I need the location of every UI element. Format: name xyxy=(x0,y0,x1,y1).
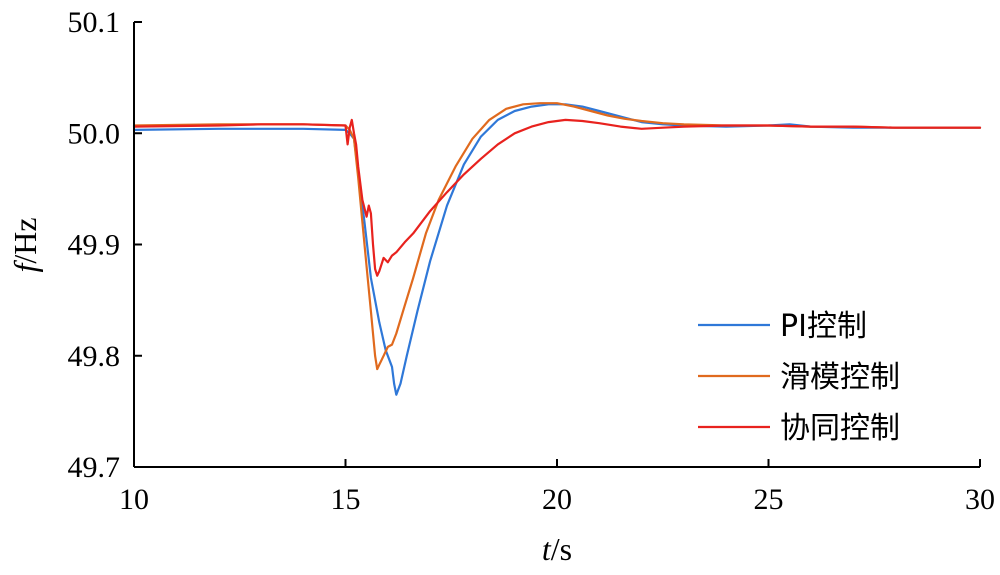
y-tick-label: 49.9 xyxy=(68,229,121,262)
x-ticks: 10 15 20 25 30 xyxy=(119,459,995,516)
series-line-pi xyxy=(132,103,982,396)
x-tick-label: 20 xyxy=(542,483,572,516)
axes xyxy=(133,22,980,468)
y-tick-label: 49.8 xyxy=(68,340,121,373)
legend-label-cooperative: 协同控制 xyxy=(780,411,900,446)
series-line-sliding-mode xyxy=(132,102,982,371)
y-tick-label: 50.0 xyxy=(68,117,121,150)
series-line-cooperative xyxy=(132,118,982,277)
y-tick-label: 49.7 xyxy=(68,451,121,484)
y-axis-title: f/Hz xyxy=(7,217,43,272)
x-tick-label: 10 xyxy=(119,483,149,516)
legend: PI控制 滑模控制 协同控制 xyxy=(698,309,900,446)
x-tick-label: 15 xyxy=(331,483,361,516)
legend-label-pi: PI控制 xyxy=(780,309,867,344)
x-tick-label: 30 xyxy=(965,483,995,516)
y-ticks: 49.7 49.8 49.9 50.0 50.1 xyxy=(68,6,142,484)
y-tick-label: 50.1 xyxy=(68,6,121,39)
series-layer xyxy=(132,102,982,396)
x-axis-title: t/s xyxy=(542,531,572,567)
x-tick-label: 25 xyxy=(754,483,784,516)
legend-label-sliding-mode: 滑模控制 xyxy=(780,360,900,395)
